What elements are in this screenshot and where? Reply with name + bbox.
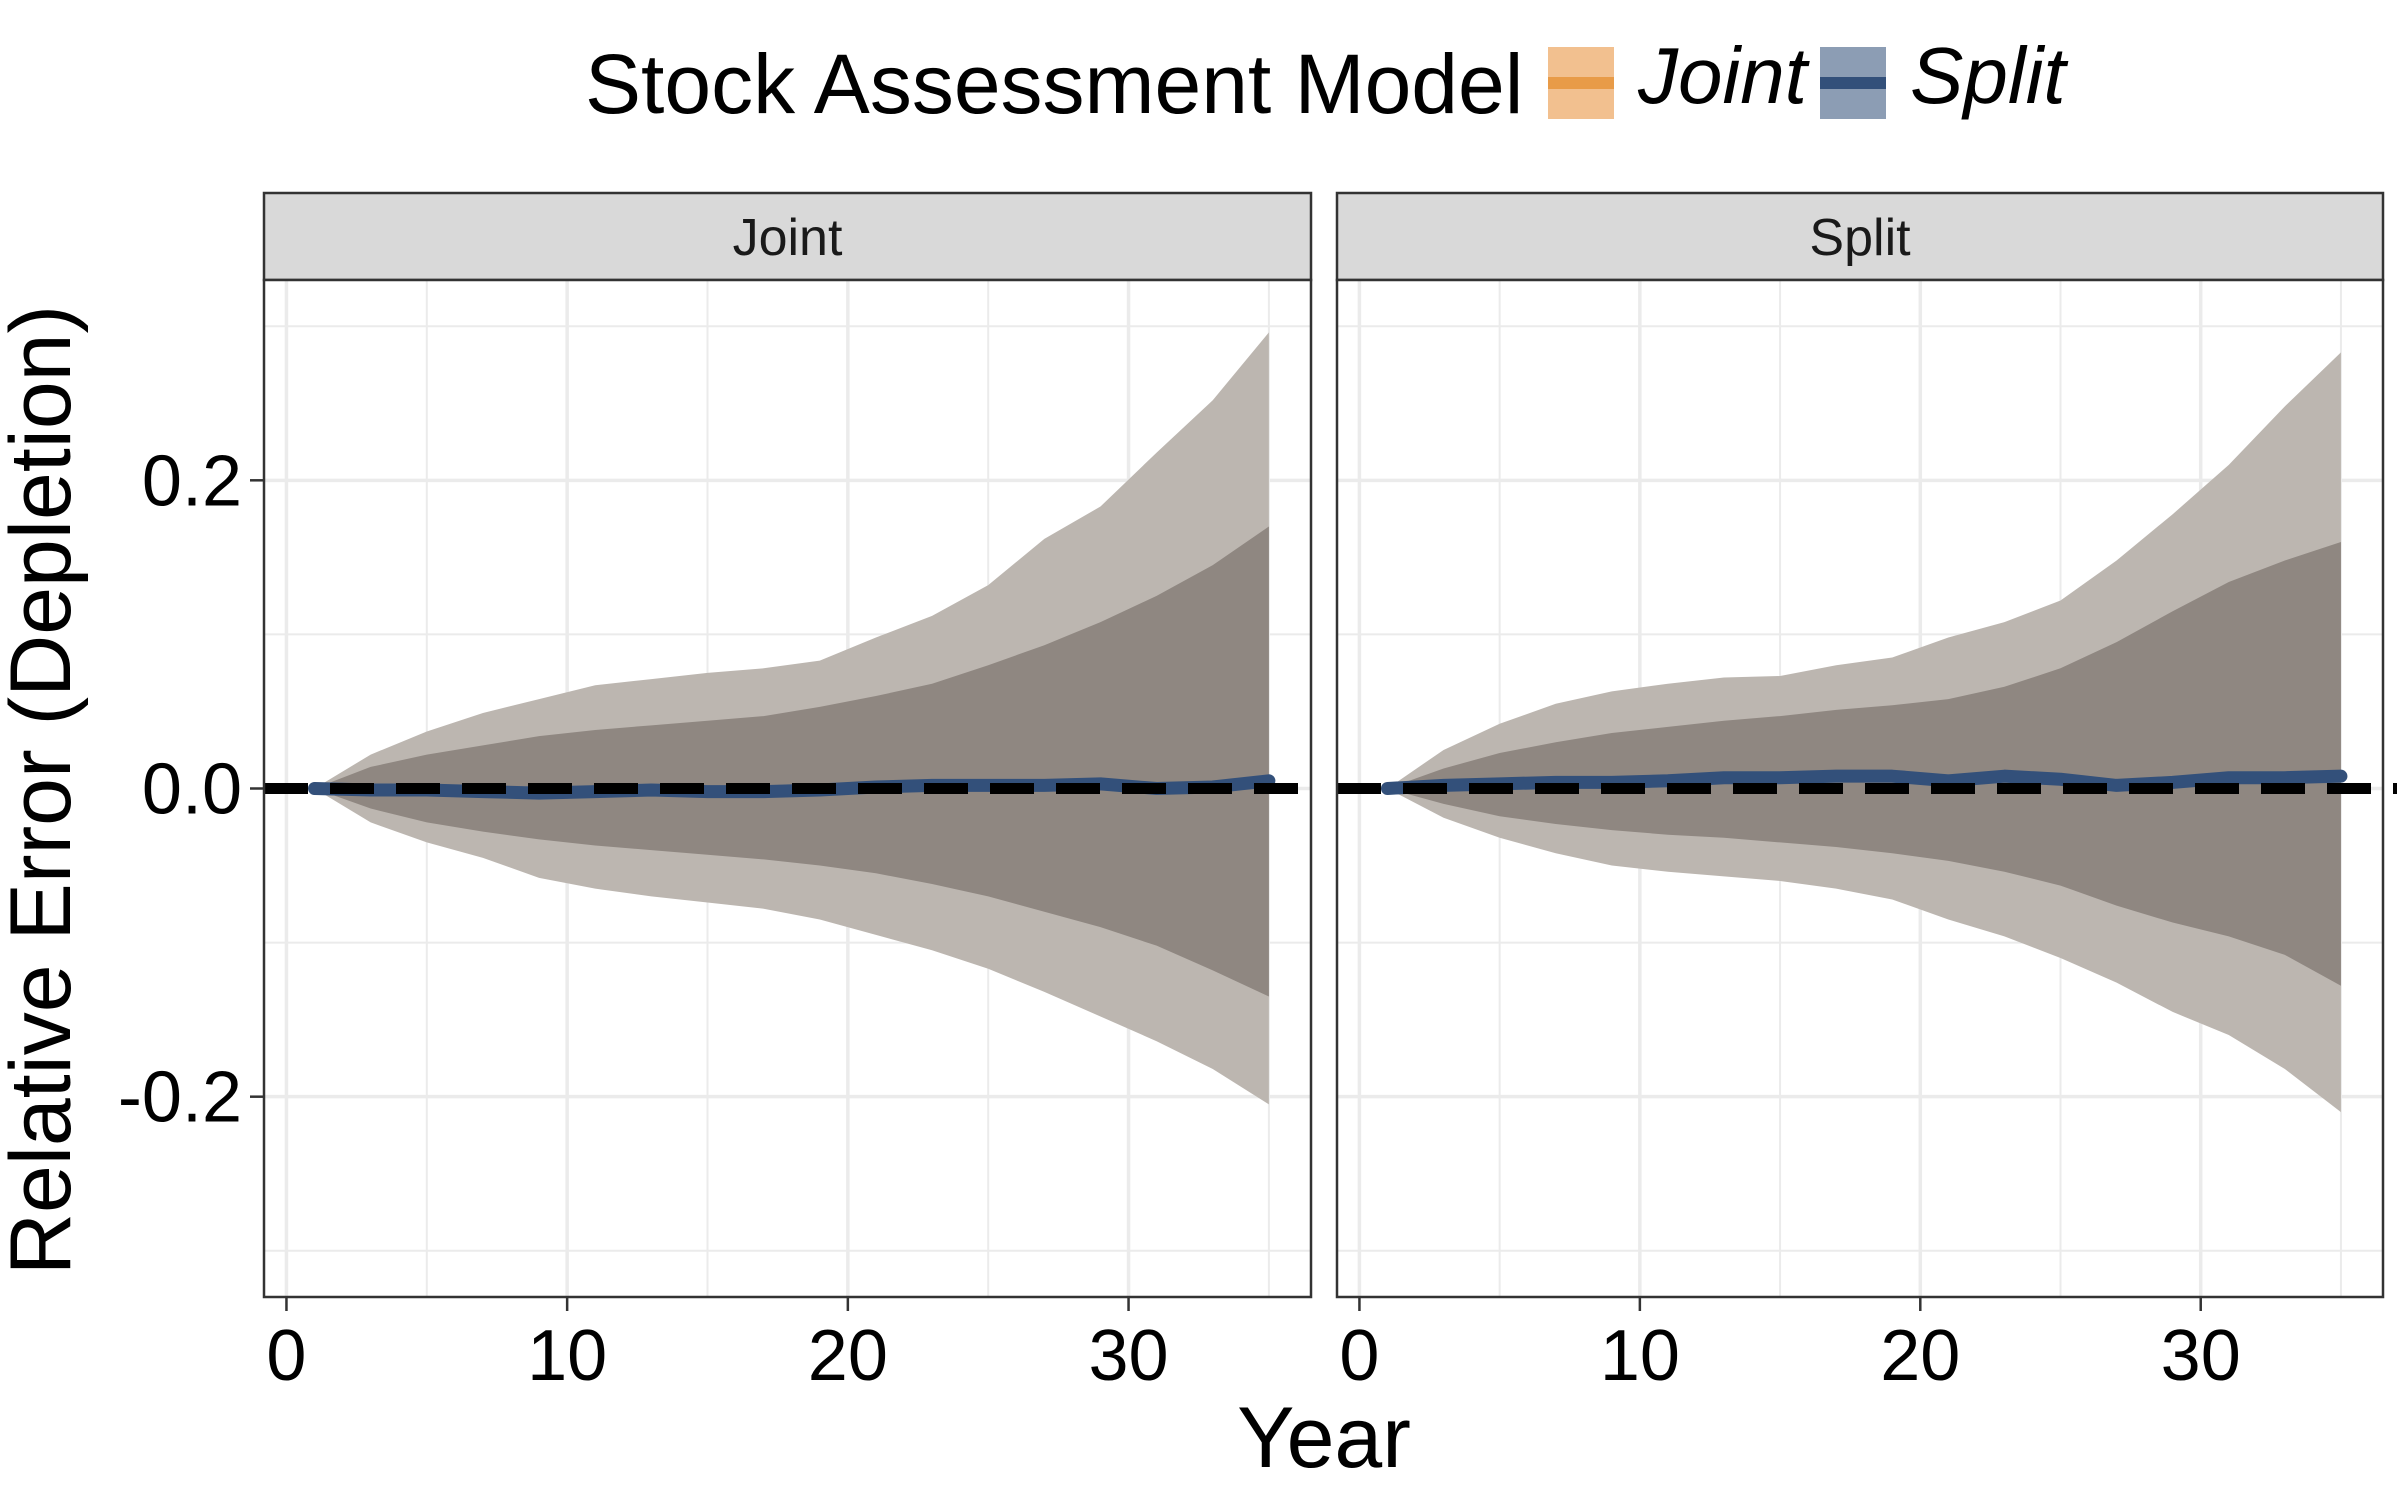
median-line [1380, 769, 2348, 795]
x-tick-label: 10 [1600, 1316, 1680, 1396]
y-axis: -0.2 0.0 0.2 [118, 441, 264, 1138]
y-axis-title: Relative Error (Depletion) [0, 305, 89, 1275]
panel-border-split [1335, 278, 2385, 1299]
y-tick-label: -0.2 [118, 1058, 242, 1138]
marks-split [1337, 352, 2397, 1113]
x-tick-label: 30 [1089, 1316, 1169, 1396]
x-tick-label: 30 [2161, 1316, 2241, 1396]
x-axis-split: 0 10 20 30 [1339, 1297, 2241, 1396]
x-axis-title: Year [1237, 1390, 1411, 1486]
panel-split: Split 0 10 20 30 [1335, 191, 2397, 1396]
y-tick-label: 0.0 [142, 750, 242, 830]
legend-label-split: Split [1910, 31, 2068, 120]
x-tick-label: 0 [1339, 1316, 1379, 1396]
band-inner [1387, 541, 2341, 986]
panel-joint: Joint -0.2 0.0 0.2 0 10 20 30 [118, 191, 1313, 1396]
strip-label-split: Split [1809, 209, 1911, 267]
y-tick-label: 0.2 [142, 441, 242, 521]
strip-split [1335, 191, 2385, 282]
legend-key-joint [1548, 47, 1614, 119]
band-inner [314, 526, 1269, 997]
legend-key-split [1820, 47, 1886, 119]
x-tick-label: 20 [808, 1316, 888, 1396]
legend-title: Stock Assessment Model [585, 37, 1523, 131]
x-tick-label: 20 [1880, 1316, 1960, 1396]
x-axis-joint: 0 10 20 30 [266, 1297, 1169, 1396]
x-tick-label: 10 [527, 1316, 607, 1396]
legend: Stock Assessment Model Joint Split [585, 31, 2068, 131]
strip-label-joint: Joint [733, 209, 843, 267]
marks-joint [264, 332, 1311, 1105]
legend-label-joint: Joint [1637, 31, 1810, 120]
x-tick-label: 0 [266, 1316, 306, 1396]
